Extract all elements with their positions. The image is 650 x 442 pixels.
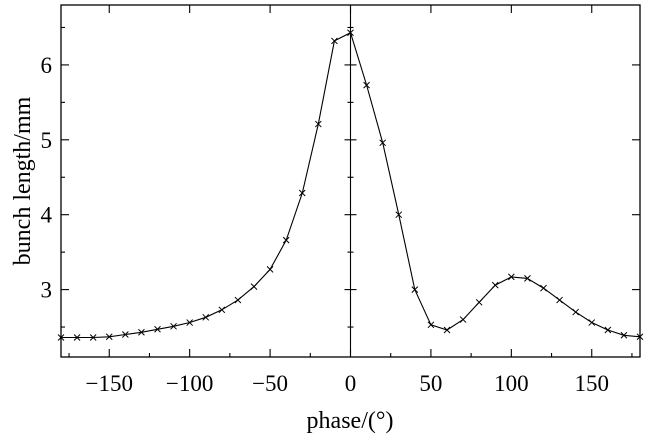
x-tick-label: −50	[252, 371, 288, 396]
data-point	[314, 120, 322, 128]
data-point	[186, 319, 194, 326]
x-tick-label: 50	[419, 371, 442, 396]
data-point	[89, 334, 97, 341]
x-axis: −150 −100 −50 0 50 100 150	[68, 5, 633, 396]
x-tick-label: 0	[345, 371, 357, 396]
x-tick-label: 150	[575, 371, 610, 396]
data-point	[170, 322, 177, 330]
y-axis-label: bunch length/mm	[10, 96, 36, 265]
data-point	[154, 325, 161, 333]
data-point	[636, 333, 644, 341]
x-tick-label: 100	[494, 371, 529, 396]
data-point	[331, 37, 338, 45]
data-point	[459, 316, 467, 323]
data-point	[57, 334, 65, 341]
y-tick-label: 5	[41, 128, 53, 153]
data-point	[234, 296, 242, 304]
data-point	[507, 273, 515, 281]
data-point	[379, 139, 387, 147]
data-point	[540, 284, 547, 292]
data-point	[620, 331, 628, 339]
x-tick-label: −150	[86, 371, 133, 396]
y-tick-label: 4	[41, 203, 53, 228]
y-tick-label: 3	[41, 278, 53, 303]
data-point	[105, 333, 113, 341]
x-tick-label: −100	[166, 371, 213, 396]
data-point	[427, 321, 435, 329]
data-point	[73, 334, 81, 341]
data-point	[202, 313, 210, 321]
data-point	[588, 319, 596, 326]
data-point	[347, 29, 354, 37]
data-point	[572, 308, 580, 316]
data-point	[604, 326, 612, 334]
data-point	[443, 326, 451, 334]
data-point	[395, 211, 403, 219]
data-point	[121, 331, 129, 338]
data-point	[491, 281, 499, 289]
data-point	[218, 306, 226, 314]
y-tick-label: 6	[41, 53, 53, 78]
data-point	[282, 236, 290, 244]
data-point	[475, 298, 483, 306]
data-point	[298, 189, 306, 197]
data-point	[556, 296, 563, 304]
data-point	[363, 81, 370, 89]
x-axis-label: phase/(°)	[307, 408, 394, 434]
data-point	[138, 328, 145, 336]
data-point	[266, 266, 274, 273]
y-axis: 3 4 5 6	[41, 26, 640, 328]
data-point	[250, 283, 258, 290]
series-markers	[57, 29, 644, 341]
data-point	[524, 275, 531, 282]
data-point	[411, 286, 419, 293]
